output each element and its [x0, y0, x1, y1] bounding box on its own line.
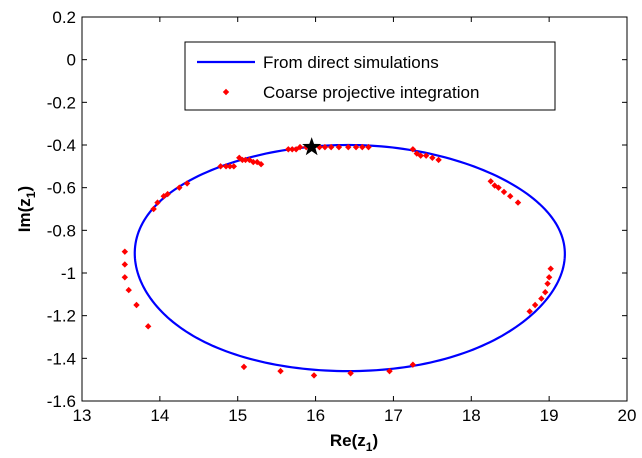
data-point-projective [226, 163, 234, 170]
y-tick-label: -1.6 [47, 392, 76, 411]
data-point-projective [257, 161, 265, 168]
data-point-projective [150, 205, 157, 213]
y-tick-label: -1.2 [47, 307, 76, 326]
x-tick-label: 19 [540, 406, 559, 425]
data-point-projective [545, 274, 553, 281]
data-point-projective [386, 367, 393, 375]
data-point-projective [544, 280, 551, 287]
data-point-projective [285, 146, 292, 153]
y-tick-label: -0.6 [47, 179, 76, 198]
data-point-projective [183, 180, 191, 187]
data-point-projective [240, 363, 248, 371]
data-point-projective [277, 367, 284, 375]
series-layer [121, 137, 566, 379]
plot-frame [81, 16, 628, 402]
data-point-projective [526, 308, 533, 315]
y-tick-label: 0 [67, 51, 76, 70]
data-point-projective [409, 361, 417, 368]
data-point-projective [327, 143, 335, 151]
data-point-projective [160, 193, 167, 200]
data-point-projective [547, 265, 554, 272]
data-point-projective [292, 146, 300, 153]
data-point-projective [500, 188, 508, 196]
legend-box [184, 41, 556, 111]
data-point-projective [409, 146, 417, 153]
data-point-projective [121, 274, 129, 281]
star-marker [302, 137, 322, 156]
data-point-projective [133, 301, 140, 309]
y-tick-label: -1.4 [47, 349, 76, 368]
y-tick-label: -0.2 [47, 93, 76, 112]
data-point-projective [125, 286, 132, 294]
data-point-projective [531, 301, 539, 309]
data-point-projective [352, 143, 360, 151]
x-tick-label: 16 [306, 406, 325, 425]
legend-label: From direct simulations [263, 53, 439, 72]
legend-label: Coarse projective integration [263, 83, 479, 102]
y-tick-label: -0.4 [47, 136, 76, 155]
x-tick-label: 17 [384, 406, 403, 425]
data-point-projective [435, 156, 442, 164]
data-point-projective [335, 143, 343, 151]
data-point-projective [542, 289, 549, 296]
x-tick-label: 20 [618, 406, 637, 425]
y-tick-label: -1 [61, 264, 76, 283]
x-tick-label: 18 [462, 406, 481, 425]
data-point-projective [321, 143, 329, 151]
data-point-projective [429, 154, 436, 161]
data-point-projective [316, 143, 323, 151]
data-point-projective [250, 158, 257, 166]
data-point-projective [230, 163, 238, 170]
x-tick-label: 14 [150, 406, 169, 425]
data-point-projective [495, 184, 502, 191]
data-point-projective [345, 143, 352, 151]
data-point-projective [514, 199, 522, 206]
legend-marker-swatch [222, 88, 230, 96]
data-point-projective [487, 178, 494, 185]
y-tick-label: -0.8 [47, 221, 76, 240]
data-point-projective [507, 193, 514, 200]
x-tick-label: 15 [228, 406, 247, 425]
data-point-projective [347, 370, 354, 377]
data-point-projective [310, 372, 318, 379]
x-tick-label: 13 [73, 406, 92, 425]
data-point-projective [144, 323, 152, 330]
data-point-projective [422, 152, 430, 159]
x-axis-label: Re(z1) [330, 431, 378, 454]
data-point-projective [222, 163, 230, 170]
data-point-projective [242, 156, 249, 164]
data-point-projective [289, 146, 296, 153]
data-point-projective [176, 184, 183, 191]
data-point-projective [417, 152, 424, 159]
series-line-direct-simulations [133, 143, 566, 373]
y-axis-label: Im(z1) [15, 186, 38, 232]
data-point-projective [217, 163, 224, 170]
data-point-projective [538, 295, 545, 302]
data-point-projective [121, 248, 129, 255]
legend: From direct simulations Coarse projective… [184, 41, 556, 111]
tick-labels: 13 14 15 16 17 18 19 20 0.2 0 -0.2 -0.4 -0.6 -0.8 -1 -1… [47, 8, 637, 425]
data-point-projective [154, 199, 161, 206]
data-point-projective [296, 143, 304, 151]
data-point-projective [365, 143, 372, 151]
data-point-projective [359, 143, 366, 151]
y-tick-label: 0.2 [52, 8, 76, 27]
data-point-projective [121, 261, 129, 268]
